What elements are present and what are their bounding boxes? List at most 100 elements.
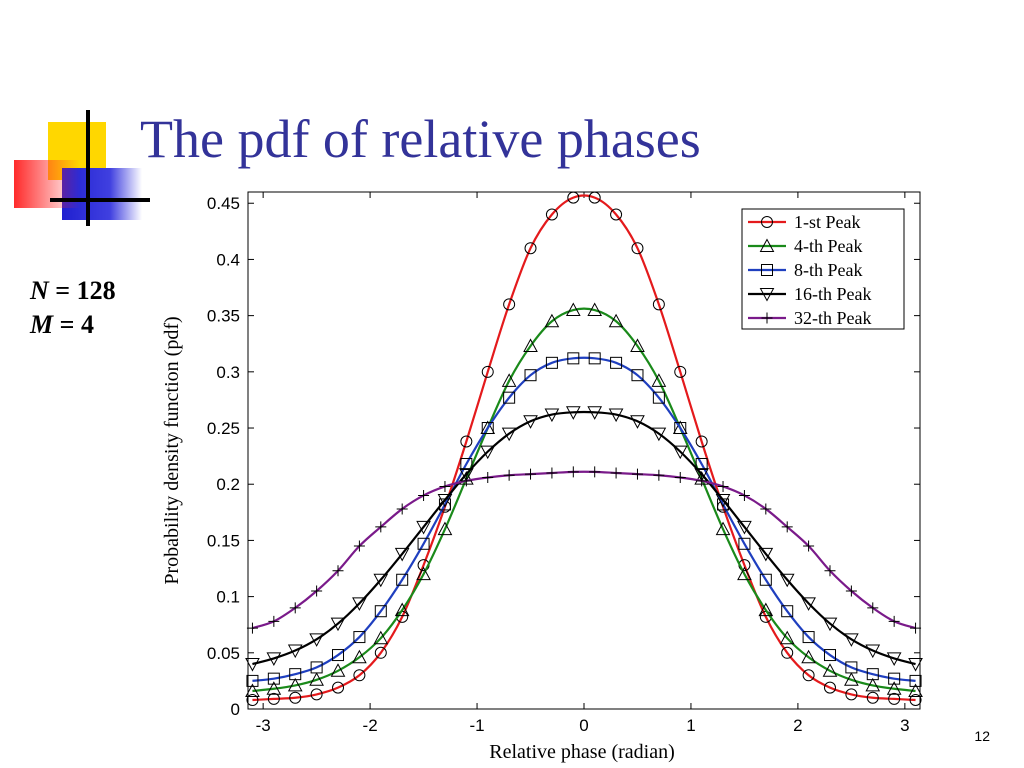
- data-point-32-th-peak: [674, 471, 686, 483]
- data-point-8-th-peak: [332, 649, 345, 662]
- data-point-4-th-peak: [822, 663, 838, 677]
- y-tick-label: 0.35: [207, 307, 240, 326]
- data-point-16-th-peak: [501, 427, 517, 442]
- data-point-32-th-peak: [311, 585, 323, 597]
- legend-marker-32-th-peak: [761, 312, 773, 324]
- data-point-1-st-peak: [888, 692, 901, 705]
- data-point-1-st-peak: [460, 435, 473, 448]
- legend-label-16-th-peak: 16-th Peak: [794, 284, 871, 304]
- y-axis-label: Probability density function (pdf): [161, 316, 183, 584]
- data-point-4-th-peak: [330, 663, 346, 677]
- data-point-8-th-peak: [246, 674, 259, 687]
- data-point-4-th-peak: [886, 681, 902, 695]
- data-point-16-th-peak: [352, 597, 367, 611]
- data-point-32-th-peak: [696, 475, 708, 487]
- x-tick-label: -1: [469, 716, 484, 735]
- data-point-32-th-peak: [525, 468, 537, 480]
- data-point-32-th-peak: [439, 480, 451, 492]
- data-point-16-th-peak: [565, 406, 581, 420]
- data-point-16-th-peak: [844, 633, 859, 647]
- data-point-4-th-peak: [630, 338, 645, 352]
- data-point-4-th-peak: [801, 649, 816, 664]
- data-point-4-th-peak: [758, 602, 774, 617]
- data-point-4-th-peak: [715, 521, 731, 536]
- data-point-8-th-peak: [267, 672, 280, 685]
- data-point-8-th-peak: [866, 668, 879, 681]
- x-axis-label: Relative phase (radian): [489, 741, 674, 763]
- y-tick-label: 0.1: [216, 588, 240, 607]
- data-point-4-th-peak: [544, 313, 560, 328]
- data-point-1-st-peak: [652, 298, 665, 311]
- legend-label-8-th-peak: 8-th Peak: [794, 260, 862, 280]
- data-point-32-th-peak: [910, 622, 922, 634]
- parameter-list: N = 128 M = 4: [30, 274, 116, 342]
- data-point-16-th-peak: [822, 617, 838, 632]
- data-point-8-th-peak: [845, 661, 858, 674]
- legend-marker-16-th-peak: [759, 288, 775, 302]
- x-tick-label: 2: [793, 716, 802, 735]
- data-point-16-th-peak: [865, 644, 881, 659]
- data-point-32-th-peak: [760, 503, 772, 515]
- data-point-1-st-peak: [695, 435, 708, 448]
- data-point-16-th-peak: [437, 493, 453, 508]
- data-point-16-th-peak: [480, 445, 496, 460]
- data-point-16-th-peak: [309, 633, 324, 647]
- data-point-32-th-peak: [418, 489, 430, 501]
- data-point-1-st-peak: [524, 242, 537, 255]
- y-tick-label: 0.15: [207, 531, 240, 550]
- series-line-16-th-peak: [252, 410, 916, 666]
- data-point-8-th-peak: [823, 649, 836, 662]
- data-point-1-st-peak: [481, 365, 494, 378]
- data-point-32-th-peak: [781, 521, 793, 533]
- data-point-16-th-peak: [908, 658, 923, 672]
- series-line-32-th-peak: [252, 470, 916, 630]
- data-point-1-st-peak: [781, 646, 794, 659]
- data-point-4-th-peak: [287, 677, 303, 692]
- data-point-32-th-peak: [268, 615, 280, 627]
- data-point-32-th-peak: [888, 615, 900, 627]
- data-point-8-th-peak: [588, 352, 601, 365]
- y-tick-label: 0.4: [216, 250, 240, 269]
- data-point-32-th-peak: [803, 540, 815, 552]
- data-point-8-th-peak: [374, 605, 387, 618]
- data-point-1-st-peak: [674, 365, 687, 378]
- data-point-8-th-peak: [674, 422, 687, 435]
- y-tick-label: 0.2: [216, 475, 240, 494]
- data-point-16-th-peak: [608, 408, 624, 423]
- data-point-32-th-peak: [738, 489, 750, 501]
- data-point-32-th-peak: [482, 471, 494, 483]
- data-point-32-th-peak: [610, 467, 622, 479]
- data-point-8-th-peak: [460, 457, 473, 470]
- slide-number: 12: [974, 728, 990, 744]
- data-point-1-st-peak: [289, 691, 302, 704]
- data-point-4-th-peak: [587, 302, 603, 317]
- data-point-32-th-peak: [845, 585, 857, 597]
- data-point-8-th-peak: [481, 422, 494, 435]
- data-point-32-th-peak: [589, 466, 601, 478]
- x-tick-label: 1: [686, 716, 695, 735]
- data-point-16-th-peak: [651, 427, 667, 442]
- x-tick-label: -2: [363, 716, 378, 735]
- data-point-8-th-peak: [695, 457, 708, 470]
- data-point-16-th-peak: [758, 547, 774, 562]
- data-point-1-st-peak: [631, 242, 644, 255]
- parameter-n: N = 128: [30, 274, 116, 308]
- legend-label-1-st-peak: 1-st Peak: [794, 212, 861, 232]
- data-point-32-th-peak: [246, 622, 258, 634]
- data-point-8-th-peak: [545, 356, 558, 369]
- data-point-32-th-peak: [824, 565, 836, 577]
- data-point-16-th-peak: [801, 597, 816, 611]
- legend-label-32-th-peak: 32-th Peak: [794, 308, 871, 328]
- data-point-4-th-peak: [394, 602, 410, 617]
- data-point-8-th-peak: [417, 537, 430, 550]
- data-point-1-st-peak: [310, 688, 323, 701]
- parameter-m: M = 4: [30, 308, 116, 342]
- data-point-32-th-peak: [653, 469, 665, 481]
- data-point-16-th-peak: [523, 415, 538, 429]
- data-point-1-st-peak: [374, 646, 387, 659]
- data-point-1-st-peak: [845, 688, 858, 701]
- data-point-32-th-peak: [332, 565, 344, 577]
- data-point-8-th-peak: [524, 369, 537, 382]
- data-point-8-th-peak: [909, 674, 922, 687]
- data-point-16-th-peak: [779, 573, 795, 588]
